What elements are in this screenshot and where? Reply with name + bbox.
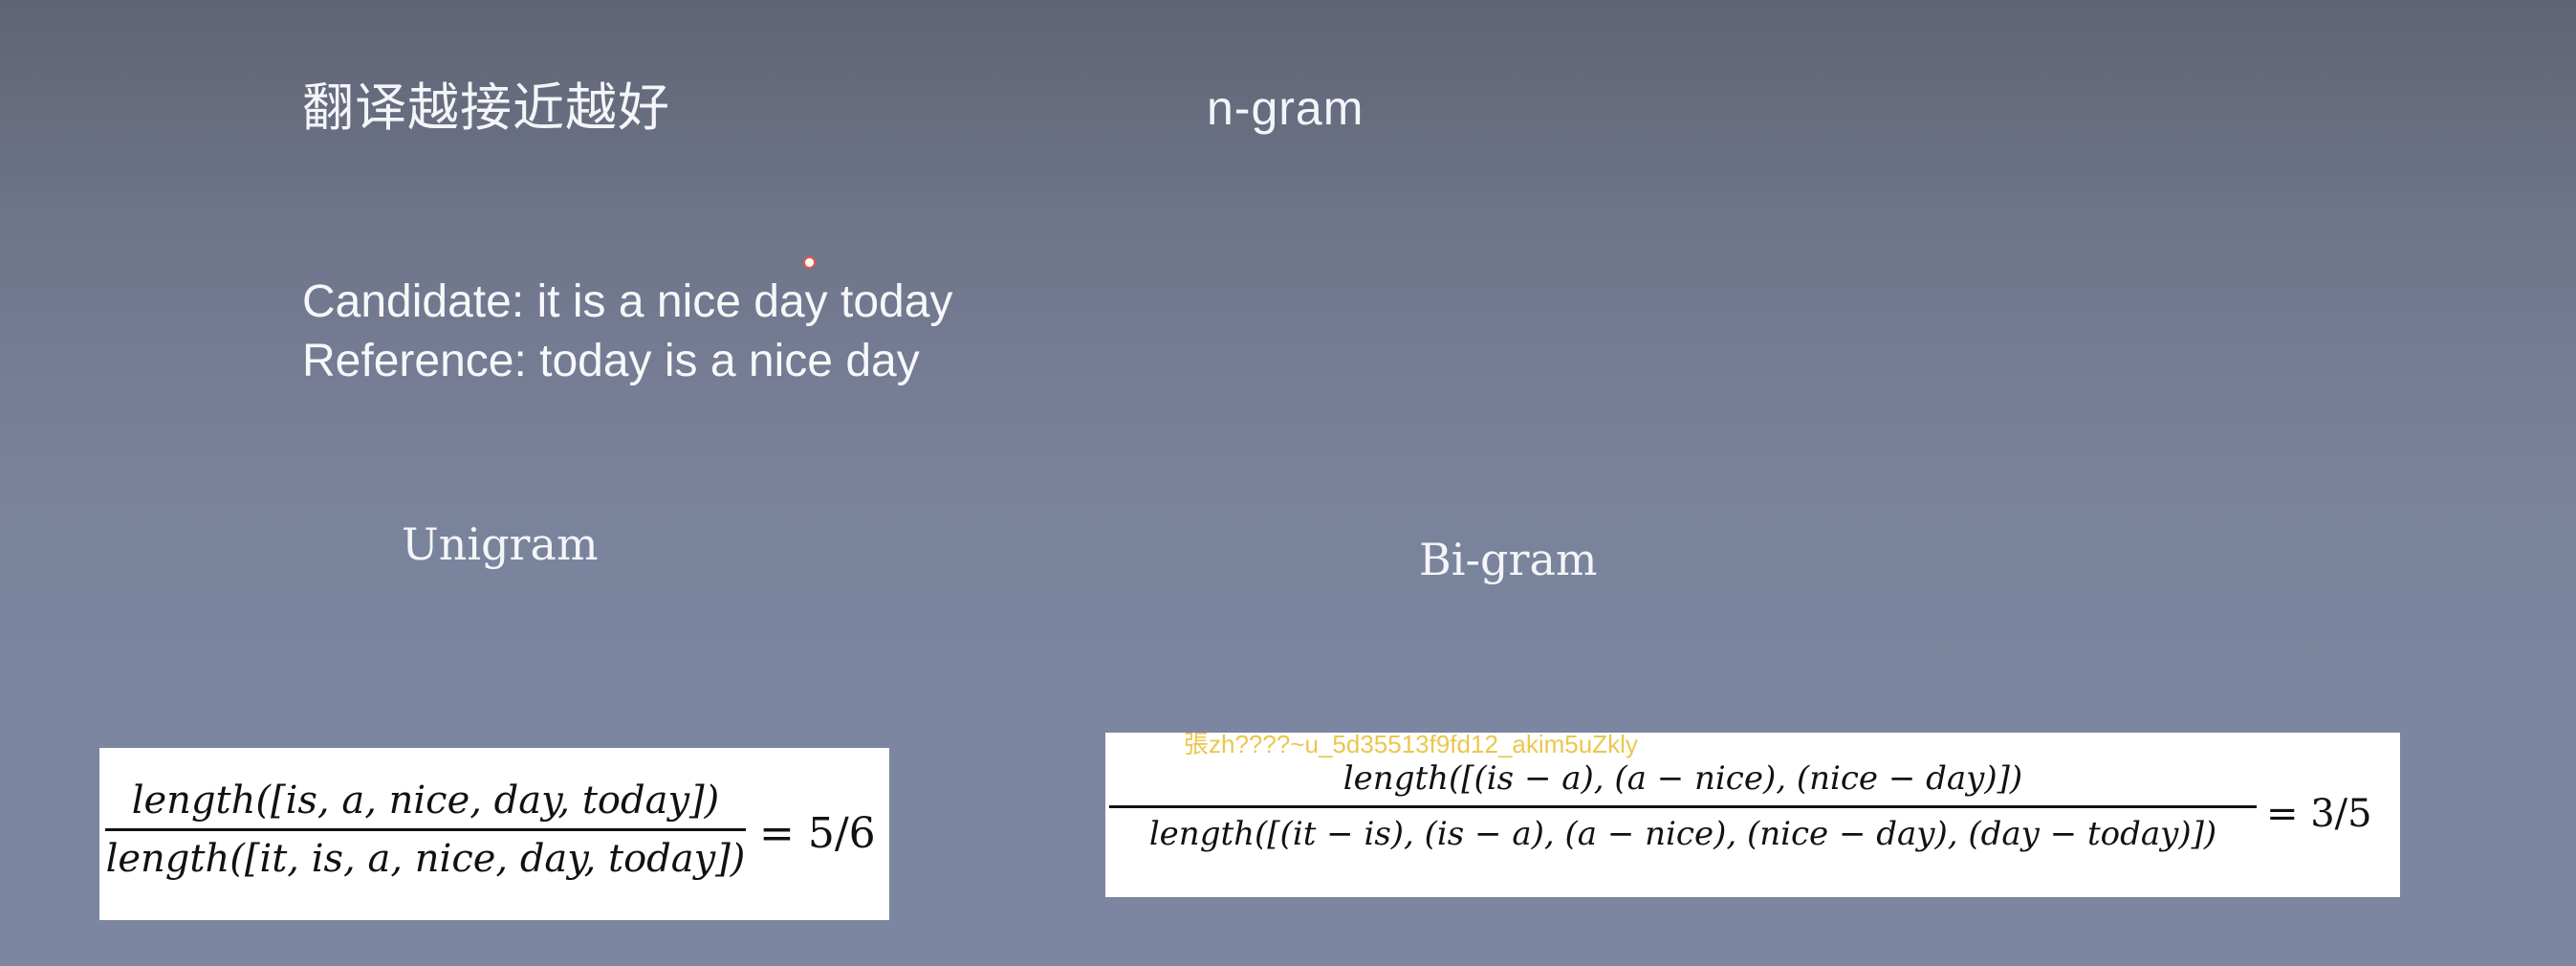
unigram-formula: length([is, a, nice, day, today]) length… [99,748,889,920]
watermark-text: 張zh????~u_5d35513f9fd12_akim5uZkly [1184,730,1638,758]
slide-title-chinese: 翻译越接近越好 [302,77,670,138]
pointer-cursor-icon [803,256,816,269]
bigram-fraction: length([(is − a), (a − nice), (nice − da… [1109,757,2257,858]
candidate-sentence: Candidate: it is a nice day today [302,276,953,327]
fraction-bar [105,828,746,831]
slide-title-ngram: n-gram [1207,81,1364,135]
bigram-denominator: length([(it − is), (is − a), (a − nice),… [1148,815,2217,853]
bigram-formula: length([(is − a), (a − nice), (nice − da… [1105,733,2400,897]
unigram-denominator: length([it, is, a, nice, day, today]) [105,837,746,881]
unigram-label: Unigram [402,518,599,570]
unigram-numerator: length([is, a, nice, day, today]) [131,779,720,823]
reference-sentence: Reference: today is a nice day [302,336,920,386]
bigram-label: Bi-gram [1419,534,1598,585]
unigram-fraction: length([is, a, nice, day, today]) length… [105,777,746,885]
fraction-bar [1109,805,2257,808]
bigram-result: = 3/5 [2266,792,2372,836]
bigram-numerator: length([(is − a), (a − nice), (nice − da… [1343,759,2023,798]
unigram-result: = 5/6 [759,809,876,858]
